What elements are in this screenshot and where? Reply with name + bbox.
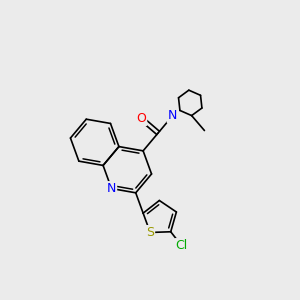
Text: N: N <box>168 110 177 122</box>
Text: Cl: Cl <box>176 239 188 252</box>
Text: S: S <box>146 226 154 239</box>
Text: O: O <box>136 112 146 125</box>
Text: N: N <box>107 182 116 195</box>
